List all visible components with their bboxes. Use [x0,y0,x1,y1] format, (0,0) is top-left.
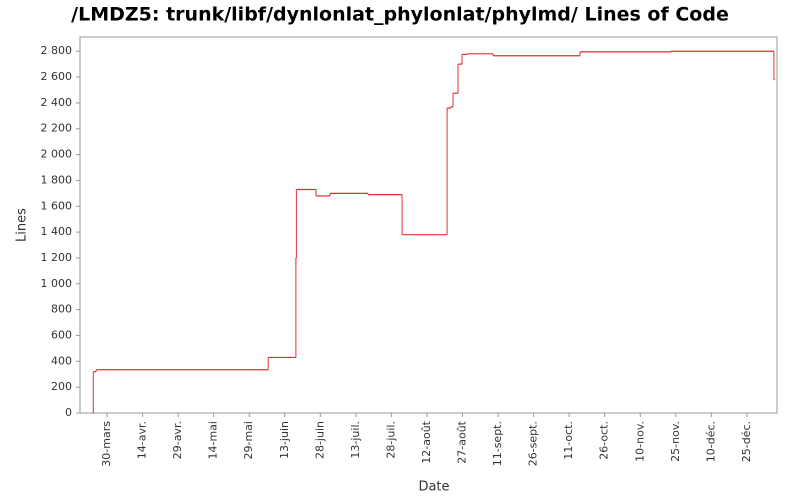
x-tick-label: 28-juil. [384,421,397,459]
x-tick-label: 14-mai [207,421,220,459]
x-tick-label: 14-avr. [136,421,149,459]
y-tick-label: 2 800 [41,44,73,57]
x-tick-label: 12-août [420,420,433,463]
plot-area [79,36,778,414]
y-tick-label: 1 800 [41,173,73,186]
y-tick-label: 2 200 [41,122,73,135]
x-tick-label: 25-déc. [740,421,753,462]
y-tick-label: 2 400 [41,96,73,109]
y-tick-label: 600 [51,328,72,341]
x-tick-label: 10-déc. [704,421,717,462]
chart-title: /LMDZ5: trunk/libf/dynlonlat_phylonlat/p… [71,4,729,26]
y-tick-label: 2 600 [41,70,73,83]
x-tick-label: 25-nov. [669,421,682,462]
y-tick-label: 200 [51,380,72,393]
y-tick-label: 400 [51,354,72,367]
y-tick-label: 1 000 [41,277,73,290]
y-tick-label: 1 600 [41,199,73,212]
y-axis-label: Lines [15,208,30,242]
x-tick-label: 13-juin [278,421,291,459]
x-tick-label: 27-août [456,420,469,463]
x-tick-label: 13-juil. [349,421,362,459]
x-tick-label: 26-sept. [527,421,540,466]
x-tick-label: 28-juin [313,421,326,459]
x-tick-label: 29-avr. [171,421,184,459]
x-tick-label: 26-oct. [598,421,611,460]
x-tick-label: 29-mai [242,421,255,459]
x-tick-label: 11-sept. [491,421,504,466]
y-tick-label: 800 [51,303,72,316]
x-tick-label: 11-oct. [562,421,575,460]
x-axis-label: Date [418,480,449,495]
y-tick-label: 2 000 [41,148,73,161]
y-tick-label: 1 400 [41,225,73,238]
x-tick-label: 10-nov. [633,421,646,462]
y-tick-label: 0 [65,406,72,419]
y-tick-label: 1 200 [41,251,73,264]
x-tick-label: 30-mars [100,421,113,467]
